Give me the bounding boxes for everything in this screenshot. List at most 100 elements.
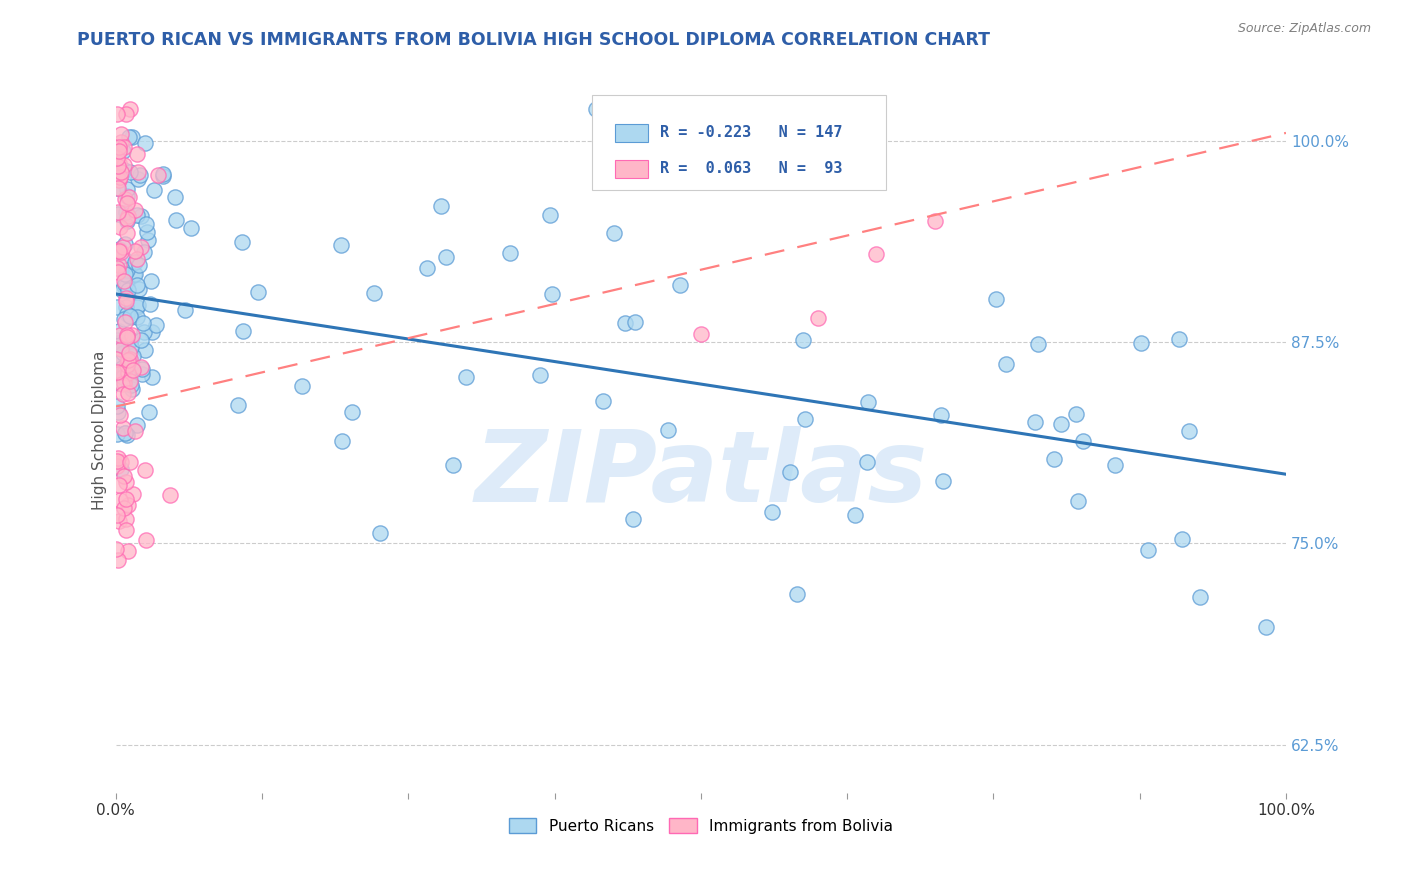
Point — [541, 287, 564, 301]
Point — [108, 493, 131, 508]
Text: R =  0.063   N =  93: R = 0.063 N = 93 — [659, 161, 842, 176]
Point — [132, 325, 155, 339]
Point — [291, 379, 314, 393]
Point — [779, 465, 801, 479]
Point — [105, 351, 128, 366]
Point — [111, 361, 134, 376]
Point — [112, 468, 135, 483]
Point — [1024, 416, 1046, 430]
Point — [434, 250, 457, 264]
Point — [117, 346, 139, 360]
Point — [107, 180, 129, 194]
Point — [1178, 425, 1201, 439]
Point — [112, 500, 135, 515]
Point — [118, 352, 141, 367]
Point — [929, 409, 952, 423]
Point — [129, 333, 152, 347]
Point — [127, 310, 149, 324]
Point — [107, 159, 129, 173]
Point — [107, 207, 129, 221]
Bar — [616, 160, 648, 178]
Point — [120, 340, 142, 354]
Point — [105, 300, 128, 314]
Point — [105, 169, 128, 184]
Point — [105, 261, 128, 276]
Point — [592, 394, 614, 409]
Point — [115, 358, 138, 372]
Bar — [616, 124, 648, 142]
Point — [121, 328, 143, 343]
Point — [125, 252, 148, 267]
Point — [330, 434, 353, 449]
Point — [120, 165, 142, 179]
Point — [856, 394, 879, 409]
Point — [107, 552, 129, 566]
Point — [115, 205, 138, 219]
Point — [120, 310, 142, 325]
Point — [107, 258, 129, 272]
Point — [114, 523, 136, 537]
Point — [121, 130, 143, 145]
Point — [984, 292, 1007, 306]
Point — [115, 277, 138, 292]
Point — [110, 462, 132, 476]
Point — [995, 357, 1018, 371]
Point — [120, 371, 142, 385]
Point — [135, 533, 157, 547]
Point — [363, 286, 385, 301]
Point — [115, 214, 138, 228]
Point — [1188, 590, 1211, 604]
Point — [1167, 332, 1189, 346]
Point — [585, 102, 607, 116]
Point — [159, 488, 181, 502]
Text: R = -0.223   N = 147: R = -0.223 N = 147 — [659, 125, 842, 140]
Point — [107, 204, 129, 219]
Point — [669, 278, 692, 293]
Point — [112, 145, 135, 159]
Point — [120, 378, 142, 392]
Point — [429, 199, 451, 213]
Point — [246, 285, 269, 300]
Point — [112, 240, 135, 254]
Point — [105, 181, 128, 195]
Point — [117, 366, 139, 380]
Point — [148, 169, 170, 183]
Point — [118, 377, 141, 392]
Point — [108, 173, 131, 187]
Point — [110, 170, 132, 185]
Point — [110, 455, 132, 469]
Point — [112, 158, 135, 172]
Point — [105, 453, 128, 467]
Point — [108, 244, 131, 259]
Point — [165, 212, 187, 227]
Point — [1067, 494, 1090, 508]
Point — [134, 217, 156, 231]
Point — [108, 514, 131, 528]
Point — [124, 267, 146, 281]
Point — [105, 151, 128, 165]
Point — [689, 327, 711, 342]
Point — [108, 156, 131, 170]
Point — [141, 370, 163, 384]
Point — [115, 428, 138, 442]
Point — [134, 463, 156, 477]
Point — [108, 140, 131, 154]
Point — [118, 310, 141, 324]
Point — [231, 235, 253, 250]
Point — [624, 315, 647, 329]
Point — [112, 369, 135, 384]
Point — [112, 312, 135, 326]
Point — [114, 376, 136, 391]
Point — [111, 283, 134, 297]
Point — [1137, 542, 1160, 557]
Point — [807, 311, 830, 326]
Point — [127, 298, 149, 312]
Point — [792, 333, 814, 347]
Point — [932, 474, 955, 488]
Point — [124, 425, 146, 439]
Point — [136, 225, 159, 239]
Point — [865, 246, 887, 260]
Text: ZIPatlas: ZIPatlas — [474, 425, 928, 523]
Point — [110, 165, 132, 179]
Point — [163, 189, 186, 203]
